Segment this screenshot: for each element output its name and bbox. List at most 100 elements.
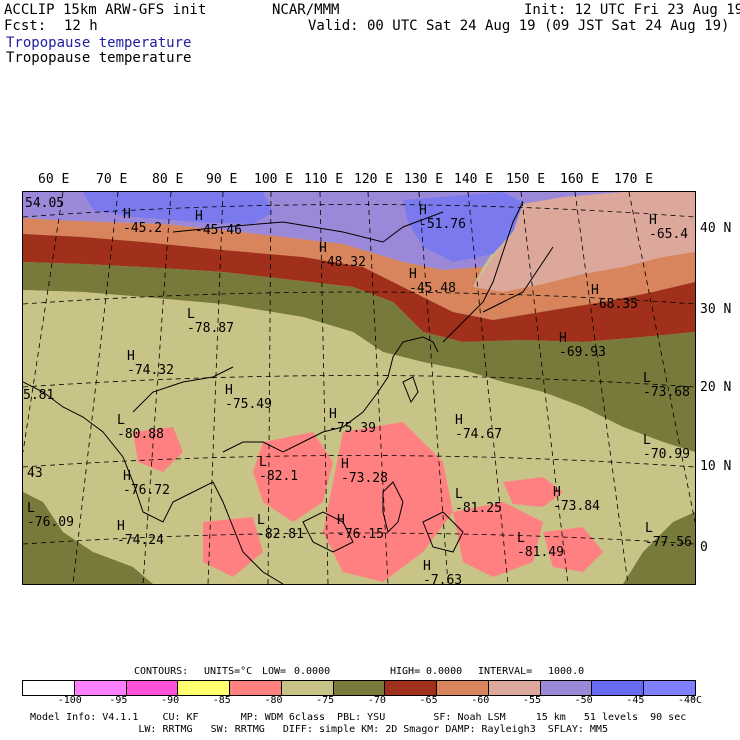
lon-label: 70 E (96, 172, 128, 187)
dark-red-region (23, 234, 695, 342)
colorbar-swatch (23, 681, 75, 695)
model-info-line-1: Model Info: V4.1.1 CU: KF MP: WDM 6class… (30, 712, 687, 723)
field-title-1: Tropopause temperature (6, 35, 192, 51)
colorbar-swatch (488, 681, 541, 695)
valid-time: Valid: 00 UTC Sat 24 Aug 19 (09 JST Sat … (308, 18, 730, 34)
colorbar-tick-label: -40 (678, 695, 697, 706)
colorbar-swatch (230, 681, 282, 695)
colorbar-swatch (333, 681, 386, 695)
lon-label: 110 E (304, 172, 344, 187)
extremum-label: H -75.39 (329, 407, 376, 436)
extremum-label: H -76.72 (123, 469, 170, 498)
coastlines (23, 201, 554, 584)
colorbar-tick-label: -90 (161, 695, 180, 706)
extremum-label: L -81.25 (455, 487, 502, 516)
extremum-label: H -7.63 (423, 559, 463, 585)
lon-label: 80 E (152, 172, 184, 187)
lat-label: 30 N (700, 302, 732, 317)
extremum-label: H -74.32 (127, 349, 174, 378)
colorbar-swatch (644, 681, 695, 695)
extremum-label: H -74.24 (117, 519, 164, 548)
lon-label: 160 E (560, 172, 600, 187)
colorbar-tick-label: -50 (574, 695, 593, 706)
pink-region (543, 527, 603, 572)
olive-region (23, 492, 153, 584)
colorbar-swatch (592, 681, 645, 695)
extremum-label: L -70.99 (643, 433, 690, 462)
colorbar-tick-label: -80 (264, 695, 283, 706)
interval-value: 1000.0 (548, 666, 585, 677)
interval-label: INTERVAL= (478, 666, 533, 677)
model-title: ACCLIP 15km ARW-GFS init (4, 2, 207, 18)
low-value: 0.0000 (294, 666, 331, 677)
lon-label: 90 E (206, 172, 238, 187)
colorbar-unit: °C (690, 695, 703, 706)
colorbar-swatch (178, 681, 231, 695)
lat-lon-grid (23, 192, 695, 584)
high-value: 0.0000 (426, 666, 463, 677)
extremum-label: H -69.93 (559, 331, 606, 360)
units-label: UNITS=°C (204, 666, 253, 677)
lon-label: 120 E (354, 172, 394, 187)
colorbar-tick-label: -75 (316, 695, 335, 706)
extremum-label: 5.81 (23, 388, 55, 403)
pink-region (453, 502, 543, 577)
extremum-label: H -51.76 (419, 203, 466, 232)
contours-label: CONTOURS: (134, 666, 189, 677)
lon-label: 100 E (254, 172, 294, 187)
tropopause-temperature-map (23, 192, 695, 584)
extremum-label: L -78.87 (187, 307, 234, 336)
extremum-label: H -68.35 (591, 283, 638, 312)
lon-label: 140 E (454, 172, 494, 187)
lon-label: 170 E (614, 172, 654, 187)
init-time: Init: 12 UTC Fri 23 Aug 19 (524, 2, 740, 18)
colorbar-tick-label: -85 (212, 695, 231, 706)
extremum-label: L -81.49 (517, 531, 564, 560)
colorbar-tick-label: -70 (367, 695, 386, 706)
extremum-label: H -76.15 (337, 513, 384, 542)
olive-region (23, 262, 695, 452)
lat-label: 40 N (700, 221, 732, 236)
colorbar-tick-label: -65 (419, 695, 438, 706)
colorbar-swatch (281, 681, 334, 695)
extremum-label: H -73.84 (553, 485, 600, 514)
lon-label: 60 E (38, 172, 70, 187)
extremum-label: L -73.68 (643, 371, 690, 400)
org-label: NCAR/MMM (272, 2, 340, 18)
field-title-2: Tropopause temperature (6, 50, 192, 66)
colorbar-swatch (385, 681, 438, 695)
blue-region (403, 192, 523, 262)
model-info-line-2: LW: RRTMG SW: RRTMG DIFF: simple KM: 2D … (30, 724, 608, 735)
colorbar-tick-label: -95 (109, 695, 128, 706)
colorbar-tick-label: -60 (471, 695, 490, 706)
colorbar-tick-label: -55 (522, 695, 541, 706)
extremum-label: H -73.28 (341, 457, 388, 486)
colorbar-tick-label: -45 (626, 695, 645, 706)
colorbar-swatch (74, 681, 127, 695)
extremum-label: L -77.56 (645, 521, 692, 550)
colorbar-swatch (437, 681, 489, 695)
orange-region (23, 218, 695, 320)
extremum-label: H -45.46 (195, 209, 242, 238)
extremum-label: H -65.4 (649, 213, 689, 242)
light-salmon-region (473, 192, 695, 292)
extremum-label: H -74.67 (455, 413, 502, 442)
low-label: LOW= (262, 666, 287, 677)
map-panel: 54.05 H -45.2 H -45.46 H -51.76 H -65.4 H -48… (22, 191, 696, 585)
colorbar-swatch (126, 681, 179, 695)
extremum-label: L -76.09 (27, 501, 74, 530)
color-bar (22, 680, 696, 696)
olive-region (623, 512, 695, 584)
lat-label: 20 N (700, 380, 732, 395)
pink-region (503, 477, 563, 507)
extremum-label: H -45.48 (409, 267, 456, 296)
lon-label: 130 E (404, 172, 444, 187)
pink-region (133, 427, 183, 472)
colorbar-tick-label: -100 (57, 695, 82, 706)
extremum-label: L -80.88 (117, 413, 164, 442)
extremum-label: L -82.81 (257, 513, 304, 542)
pink-region (253, 432, 333, 522)
high-label: HIGH= (390, 666, 421, 677)
pink-region (203, 517, 263, 577)
extremum-label: L -82.1 (259, 455, 299, 484)
